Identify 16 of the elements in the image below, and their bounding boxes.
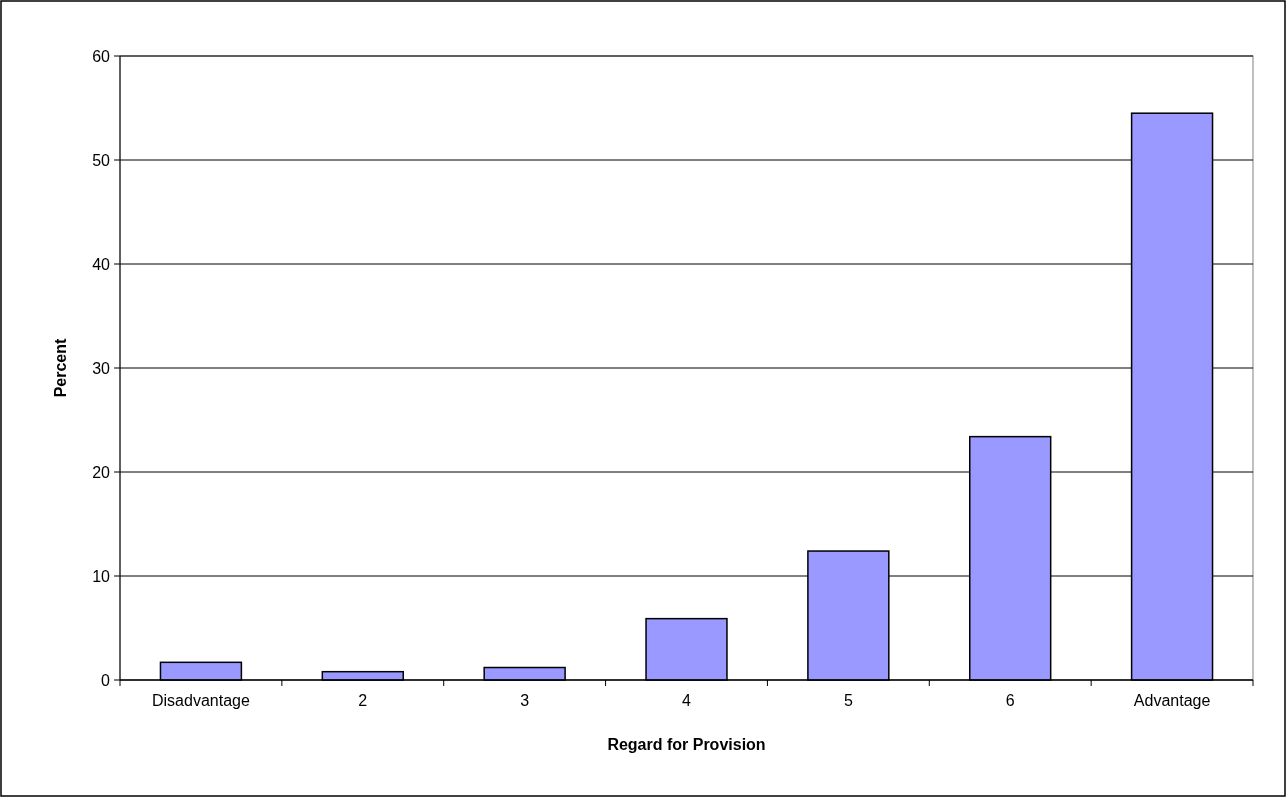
y-axis-title: Percent xyxy=(52,337,69,398)
y-tick-label: 0 xyxy=(101,671,111,689)
x-tick-label: Advantage xyxy=(1133,692,1211,709)
x-tick-label: Disadvantage xyxy=(152,692,250,709)
x-tick-label: 2 xyxy=(358,692,368,709)
y-tick-label: 50 xyxy=(92,151,111,169)
x-tick-label: 3 xyxy=(520,692,530,709)
x-tick-label: 5 xyxy=(843,692,853,709)
y-tick-label: 10 xyxy=(92,567,111,585)
x-axis-title: Regard for Provision xyxy=(607,736,766,753)
y-tick-label: 20 xyxy=(92,463,111,481)
x-tick-label: 6 xyxy=(1005,692,1015,709)
x-tick-label: 4 xyxy=(682,692,692,709)
y-tick-label: 30 xyxy=(92,359,111,377)
y-tick-label: 60 xyxy=(92,47,111,65)
y-tick-label: 40 xyxy=(92,255,111,273)
